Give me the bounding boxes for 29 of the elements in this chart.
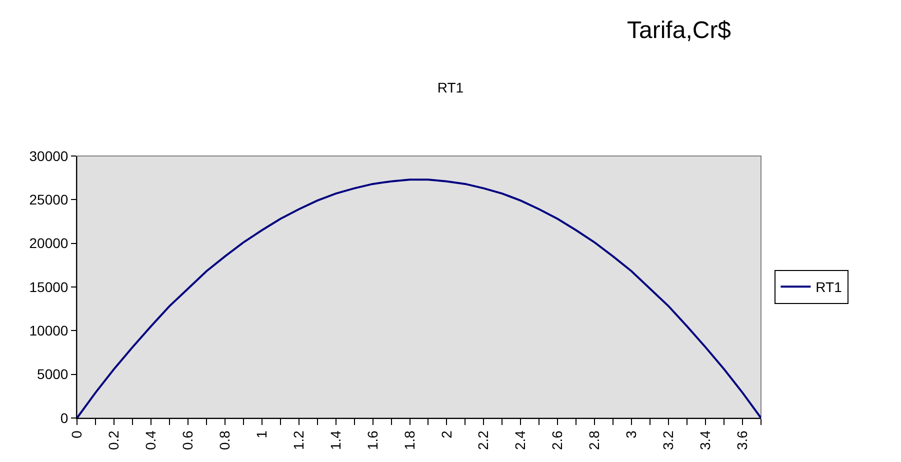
y-tick-label: 20000	[29, 235, 68, 252]
x-tick-label: 0	[68, 430, 85, 438]
x-tick-label: 3.6	[734, 430, 750, 450]
x-tick-label: 3.2	[660, 430, 676, 450]
chart-title: RT1	[437, 80, 464, 96]
x-tick-label: 2	[438, 430, 454, 438]
y-tick-label: 5000	[37, 366, 68, 382]
x-tick-label: 2.8	[586, 430, 602, 450]
x-tick-label: 3	[623, 430, 640, 438]
x-tick-label: 0.8	[216, 430, 232, 450]
x-tick-label: 0.6	[179, 430, 196, 450]
x-tick-label: 1.8	[401, 430, 418, 450]
y-tick-label: 10000	[29, 322, 68, 339]
x-tick-label: 2.4	[512, 430, 528, 450]
x-tick-label: 0.4	[142, 430, 158, 450]
x-tick-label: 0.2	[106, 430, 122, 450]
x-tick-label: 2.6	[549, 430, 566, 450]
x-tick-label: 1	[253, 430, 270, 438]
x-tick-label: 3.4	[697, 430, 714, 450]
x-tick-label: 1.2	[290, 430, 306, 450]
y-tick-label: 0	[60, 410, 68, 426]
x-tick-label: 1.4	[327, 430, 344, 450]
legend-label: RT1	[816, 279, 842, 296]
y-tick-label: 30000	[29, 148, 68, 164]
y-tick-label: 15000	[29, 278, 68, 295]
x-tick-label: 2.2	[475, 430, 492, 450]
text: Tarifa,Cr$	[627, 17, 732, 44]
x-tick-label: 1.6	[364, 430, 380, 450]
y-tick-label: 25000	[29, 192, 68, 208]
